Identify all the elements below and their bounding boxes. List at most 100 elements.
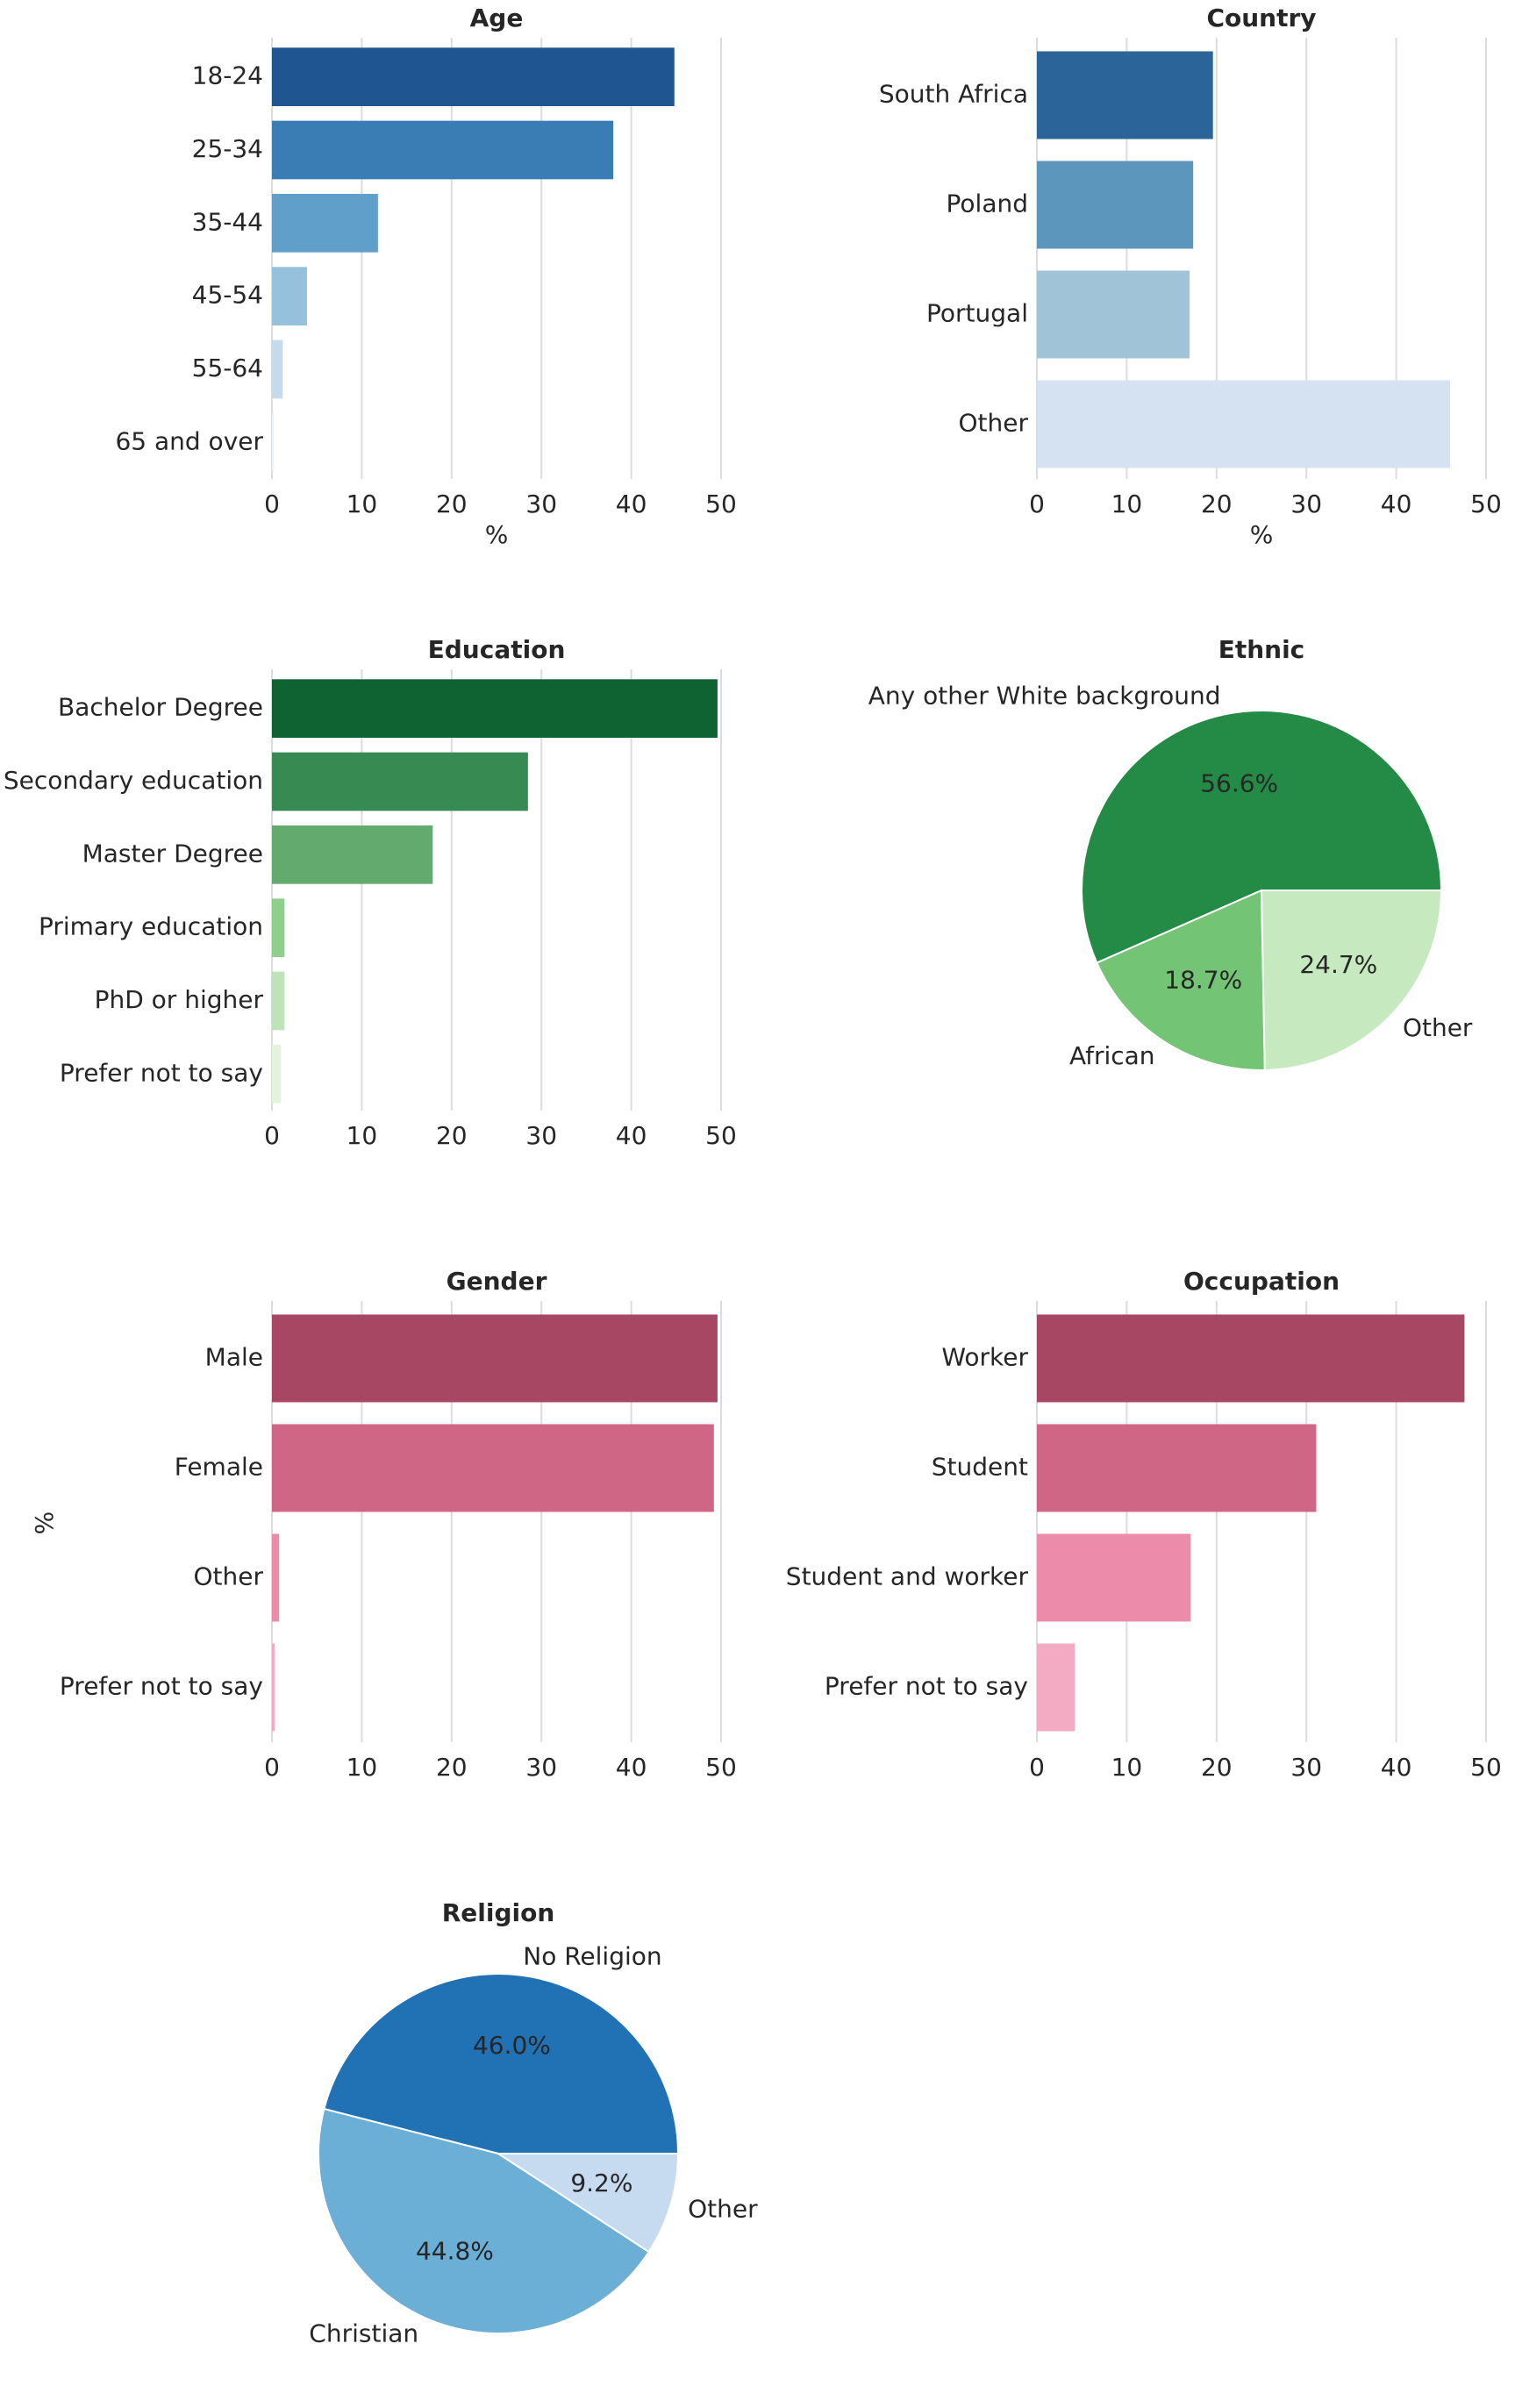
gender-tick-label: 10: [347, 1753, 378, 1782]
gender-title: Gender: [447, 1267, 547, 1296]
age-category-label: 18-24: [192, 61, 263, 90]
ethnic-slice-label: Any other White background: [868, 681, 1221, 710]
education-category-label: Prefer not to say: [60, 1058, 263, 1087]
education-tick-label: 50: [705, 1121, 737, 1150]
occupation-title: Occupation: [1183, 1267, 1340, 1296]
country-tick-label: 0: [1029, 489, 1045, 518]
education-bar-0: [272, 679, 718, 738]
age-category-label: 25-34: [192, 134, 263, 163]
occupation-category-label: Prefer not to say: [825, 1672, 1028, 1701]
age-tick-label: 20: [436, 489, 468, 518]
religion-slice-label: Other: [688, 2194, 758, 2223]
country-bar-0: [1037, 51, 1213, 139]
education-category-label: Primary education: [39, 912, 263, 941]
gender-bar-0: [272, 1314, 718, 1403]
occupation-tick-label: 30: [1290, 1753, 1322, 1782]
country-title: Country: [1206, 4, 1316, 32]
religion-title: Religion: [442, 1898, 555, 1927]
religion-chart: Religion 46.0% No Religion 44.8% Christian 9.…: [309, 1898, 758, 2347]
age-title: Age: [470, 4, 524, 32]
occupation-tick-label: 50: [1470, 1753, 1502, 1782]
gender-bar-1: [272, 1424, 714, 1512]
country-bar-2: [1037, 270, 1190, 359]
education-category-label: Bachelor Degree: [58, 693, 263, 722]
education-tick-label: 0: [264, 1121, 280, 1150]
age-bar-0: [272, 47, 675, 107]
occupation-bar-2: [1037, 1533, 1191, 1622]
age-tick-label: 0: [264, 489, 280, 518]
ethnic-slice-2: [1260, 890, 1443, 1071]
country-chart: Country South Africa Poland Portugal Other 0 1…: [879, 4, 1502, 549]
education-title: Education: [428, 635, 566, 664]
education-chart: Education Bachelor Degree Secondary educat…: [4, 635, 737, 1150]
ethnic-slice-1: [1096, 889, 1266, 1071]
country-category-label: Poland: [947, 189, 1028, 218]
country-xlabel: %: [1250, 520, 1274, 549]
occupation-tick-label: 0: [1029, 1753, 1045, 1782]
education-tick-label: 10: [347, 1121, 378, 1150]
ethnic-title: Ethnic: [1218, 635, 1305, 664]
gender-bar-2: [272, 1533, 280, 1622]
religion-pct-label: 44.8%: [416, 2237, 494, 2266]
age-tick-label: 30: [525, 489, 557, 518]
ethnic-slice-label: Other: [1403, 1013, 1473, 1042]
age-bar-5: [272, 413, 275, 472]
country-category-label: South Africa: [879, 80, 1028, 109]
occupation-tick-label: 20: [1201, 1753, 1233, 1782]
religion-slice-2: [495, 2153, 680, 2254]
age-category-label: 65 and over: [115, 426, 263, 455]
age-category-label: 55-64: [192, 354, 263, 382]
age-bar-2: [272, 194, 378, 253]
gender-category-label: Other: [193, 1562, 263, 1591]
education-bar-1: [272, 752, 528, 811]
ethnic-pct-label: 18.7%: [1164, 966, 1242, 995]
country-category-label: Other: [958, 409, 1028, 438]
religion-pct-label: 9.2%: [570, 2169, 632, 2197]
education-bar-3: [272, 898, 285, 957]
education-bar-2: [272, 825, 433, 884]
age-bar-1: [272, 120, 614, 180]
religion-slice-label: Christian: [309, 2319, 418, 2347]
age-category-label: 35-44: [192, 207, 263, 236]
occupation-category-label: Worker: [941, 1343, 1028, 1372]
age-bar-3: [272, 267, 307, 325]
occupation-chart: Occupation Worker Student Student and worke…: [786, 1267, 1502, 1782]
age-category-label: 45-54: [192, 281, 263, 310]
age-bar-4: [272, 339, 283, 399]
gender-category-label: Male: [205, 1343, 263, 1372]
country-tick-label: 20: [1201, 489, 1233, 518]
education-bar-4: [272, 971, 285, 1031]
age-tick-label: 40: [616, 489, 647, 518]
education-category-label: Master Degree: [82, 839, 263, 868]
ethnic-pct-label: 56.6%: [1200, 769, 1278, 798]
gender-category-label: Prefer not to say: [60, 1672, 263, 1701]
religion-slice-0: [323, 1973, 680, 2154]
religion-slice-1: [318, 2107, 651, 2334]
education-tick-label: 20: [436, 1121, 468, 1150]
education-tick-label: 40: [616, 1121, 647, 1150]
ethnic-slice-0: [1081, 710, 1443, 964]
occupation-tick-label: 10: [1111, 1753, 1143, 1782]
age-chart: Age 18-24 25-34 35-44 45-54 55-64 65 and over 0…: [115, 4, 736, 549]
gender-tick-label: 0: [264, 1753, 280, 1782]
occupation-bar-0: [1037, 1314, 1465, 1403]
education-bar-5: [272, 1045, 282, 1104]
occupation-bar-1: [1037, 1424, 1317, 1512]
education-category-label: Secondary education: [4, 766, 263, 795]
country-bar-1: [1037, 161, 1194, 249]
country-tick-label: 10: [1111, 489, 1143, 518]
age-tick-label: 10: [347, 489, 378, 518]
occupation-category-label: Student and worker: [786, 1562, 1029, 1591]
country-category-label: Portugal: [926, 299, 1028, 328]
gender-bar-3: [272, 1643, 275, 1732]
religion-slice-label: No Religion: [523, 1941, 661, 1970]
gender-tick-label: 30: [525, 1753, 557, 1782]
education-tick-label: 30: [525, 1121, 557, 1150]
age-xlabel: %: [485, 520, 509, 549]
ethnic-chart: Ethnic 56.6% Any other White background 18.…: [868, 635, 1473, 1071]
country-tick-label: 50: [1470, 489, 1502, 518]
education-category-label: PhD or higher: [95, 985, 264, 1014]
ethnic-pct-label: 24.7%: [1299, 950, 1377, 979]
occupation-bar-3: [1037, 1643, 1075, 1732]
